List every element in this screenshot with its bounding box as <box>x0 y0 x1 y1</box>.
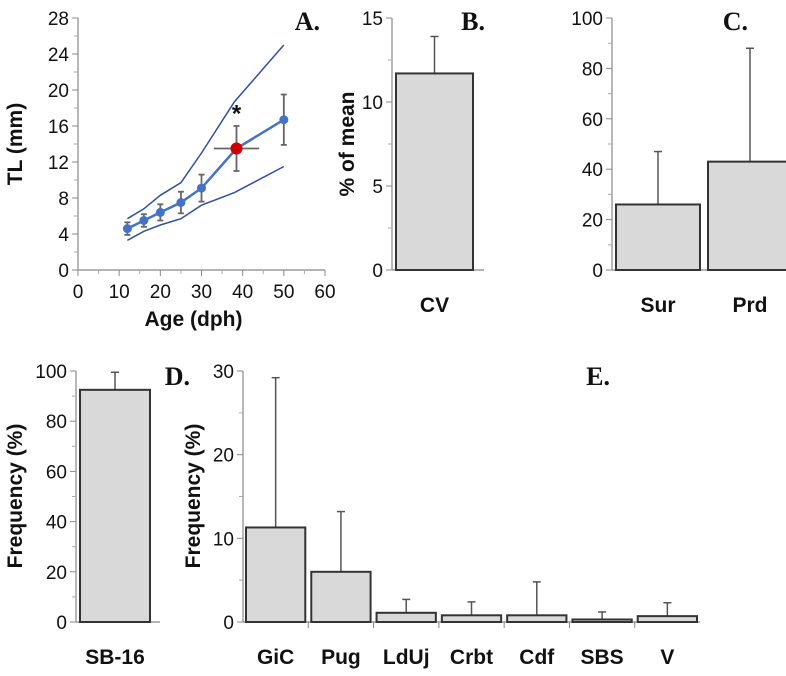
panel-e-bar-v <box>636 615 699 623</box>
panel-b-panel-label: B. <box>461 7 485 36</box>
panel-a-series-upper <box>127 44 285 220</box>
panel-a-series-mean <box>126 118 285 230</box>
panel-e-bar-crbt <box>440 614 503 623</box>
panel-a-xtick-label: 40 <box>232 282 253 303</box>
panel-a-ytick-label: 8 <box>58 189 69 210</box>
panel-a-ytick-label: 0 <box>58 261 69 282</box>
panel-b-ylabel: % of mean <box>336 91 359 196</box>
panel-b-ytick-label: 10 <box>362 93 383 114</box>
panel-e-ytick-label: 0 <box>223 613 234 634</box>
panel-a-ytick-label: 4 <box>58 225 69 246</box>
panel-a-ytick-label: 24 <box>48 45 70 66</box>
panel-e-category-label: Crbt <box>450 646 493 669</box>
panel-d-ytick-label: 80 <box>46 412 67 433</box>
panel-e-panel-label: E. <box>586 362 610 391</box>
panel-e-category-label: SBS <box>580 646 623 669</box>
panel-d-ytick-label: 40 <box>46 513 67 534</box>
panel-a-xtick-label: 30 <box>191 282 212 303</box>
panel-a-ytick-label: 20 <box>48 81 69 102</box>
panel-a-series-lower <box>127 165 285 241</box>
panel-e-category-label: V <box>660 646 674 669</box>
panel-a-highlight-point <box>230 142 243 155</box>
panel-b-bar-cv <box>395 72 474 271</box>
panel-a-xlabel: Age (dph) <box>145 308 243 331</box>
panel-a-xtick-label: 60 <box>314 282 335 303</box>
panel-c-panel-label: C. <box>723 7 748 36</box>
panel-d-panel-label: D. <box>165 362 190 391</box>
panel-c-ytick-label: 40 <box>582 160 603 181</box>
panel-c-bar-sur <box>615 203 701 271</box>
panel-a-xtick-label: 10 <box>109 282 130 303</box>
panel-e-bar-pug <box>310 570 372 623</box>
panel-e-category-label: Pug <box>321 646 361 669</box>
panel-a-point <box>155 207 165 217</box>
panel-a-ytick-label: 12 <box>48 153 69 174</box>
panel-a-xtick-label: 0 <box>73 282 84 303</box>
panel-d-ytick-label: 100 <box>35 362 67 383</box>
panel-a-point <box>122 224 132 234</box>
panel-a-xtick-label: 20 <box>150 282 171 303</box>
panel-e-bar-sbs <box>571 618 633 623</box>
panel-a-point <box>197 183 206 193</box>
panel-b-ytick-label: 15 <box>362 9 383 30</box>
panel-a-xtick-label: 50 <box>273 282 294 303</box>
panel-e-bar-lduj <box>375 611 437 624</box>
panel-c-category-label: Sur <box>640 294 675 317</box>
panel-b-ytick-label: 0 <box>372 261 383 282</box>
panel-a-ytick-label: 16 <box>48 117 69 138</box>
panel-a-annotation: * <box>232 101 242 128</box>
panel-a-point <box>139 216 149 225</box>
panel-d-bar-sb-16 <box>79 388 151 624</box>
panel-c-ytick-label: 0 <box>592 261 603 282</box>
panel-a-point <box>279 115 289 125</box>
panel-a-ylabel: TL (mm) <box>4 103 27 185</box>
panel-e-ytick-label: 30 <box>213 362 234 383</box>
panel-a-ytick-label: 28 <box>48 9 69 30</box>
panel-e-category-label: GiC <box>257 646 294 669</box>
panel-c-ytick-label: 80 <box>582 59 603 80</box>
panel-c-ytick-label: 20 <box>582 211 603 232</box>
panel-b-category-label: CV <box>420 294 449 317</box>
panel-a-panel-label: A. <box>295 7 320 36</box>
panel-d-ylabel: Frequency (%) <box>4 424 27 569</box>
panel-c-category-label: Prd <box>732 294 767 317</box>
panel-a-point <box>176 198 186 207</box>
panel-d-category-label: SB-16 <box>85 646 145 669</box>
panel-b-ytick-label: 5 <box>372 177 383 198</box>
panel-e-bar-cdf <box>506 614 568 623</box>
panel-d-ytick-label: 20 <box>46 563 67 584</box>
panel-e-bar-gic <box>245 526 307 623</box>
panel-c-ytick-label: 60 <box>582 110 603 131</box>
panel-e-ytick-label: 20 <box>213 446 234 467</box>
panel-e-ylabel: Frequency (%) <box>182 424 205 569</box>
panel-e-category-label: LdUj <box>383 646 430 669</box>
panel-c-ytick-label: 100 <box>571 9 603 30</box>
panel-e-category-label: Cdf <box>519 646 555 669</box>
panel-d-ytick-label: 0 <box>56 613 67 634</box>
panel-e-ytick-label: 10 <box>213 529 234 550</box>
panel-c-bar-prd <box>707 160 786 271</box>
panel-d-ytick-label: 60 <box>46 462 67 483</box>
